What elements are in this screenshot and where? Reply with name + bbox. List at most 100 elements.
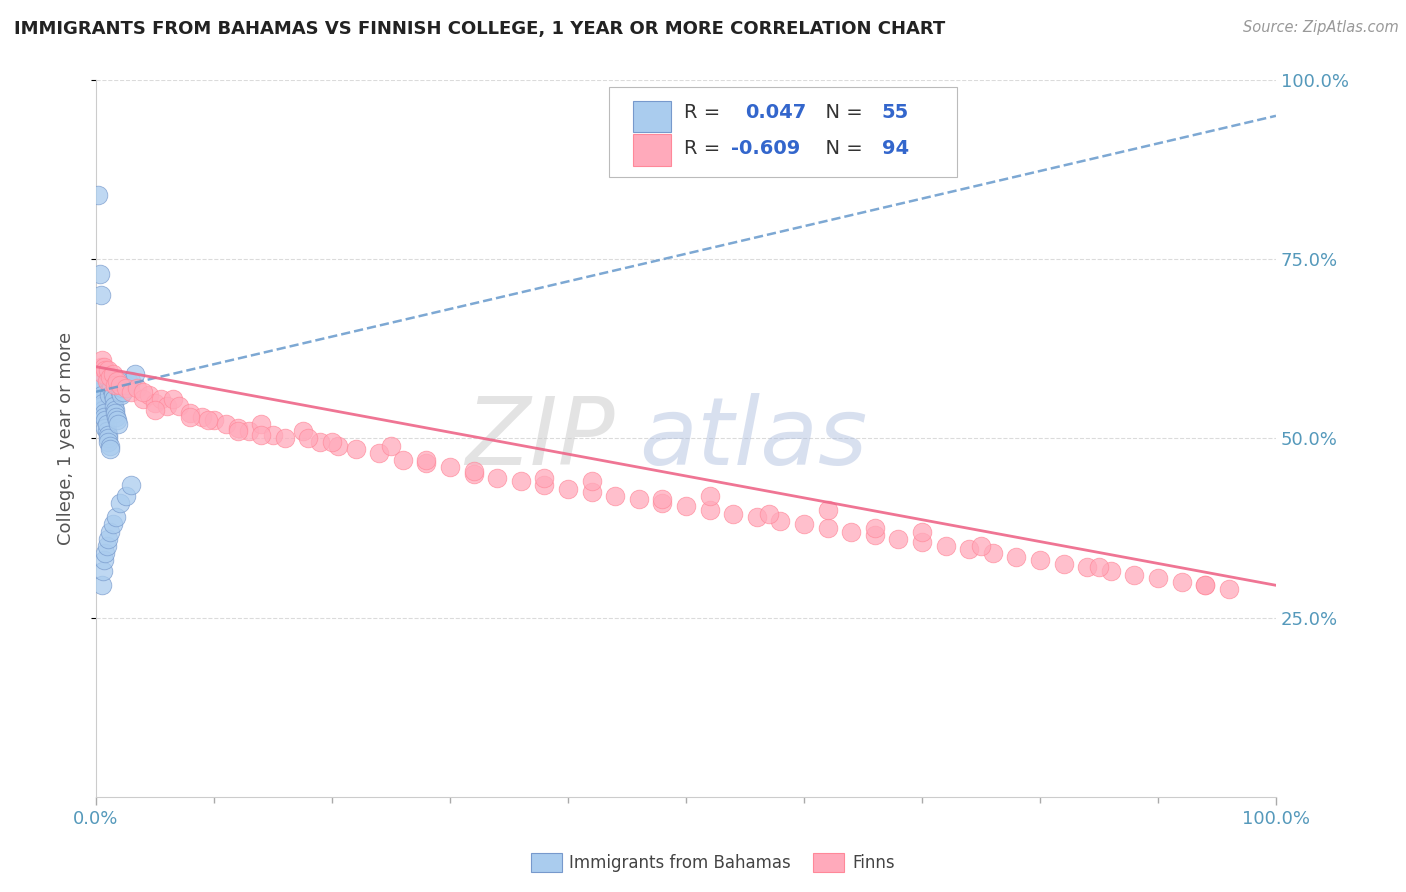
Point	[274, 431, 297, 445]
Point	[769, 514, 792, 528]
Point	[581, 475, 603, 489]
Point	[127, 381, 149, 395]
Point	[935, 539, 957, 553]
Point	[105, 413, 128, 427]
Bar	[633, 135, 671, 166]
Point	[415, 453, 437, 467]
Point	[143, 395, 166, 409]
Point	[605, 489, 627, 503]
Point	[120, 478, 142, 492]
Point	[817, 521, 839, 535]
Point	[107, 417, 129, 431]
Point	[91, 402, 114, 417]
Point	[675, 500, 697, 514]
Point	[103, 392, 125, 406]
Point	[745, 510, 768, 524]
Point	[721, 507, 744, 521]
Point	[1052, 557, 1074, 571]
Point	[1218, 582, 1240, 596]
Point	[93, 553, 115, 567]
Point	[90, 399, 112, 413]
Point	[97, 431, 120, 445]
Point	[98, 524, 121, 539]
Text: Finns: Finns	[852, 854, 894, 871]
Point	[93, 409, 115, 424]
Point	[90, 578, 112, 592]
Point	[911, 524, 934, 539]
Point	[96, 417, 118, 431]
Point	[89, 381, 111, 395]
Text: Immigrants from Bahamas: Immigrants from Bahamas	[569, 854, 792, 871]
Text: IMMIGRANTS FROM BAHAMAS VS FINNISH COLLEGE, 1 YEAR OR MORE CORRELATION CHART: IMMIGRANTS FROM BAHAMAS VS FINNISH COLLE…	[14, 20, 945, 37]
Bar	[633, 101, 671, 132]
Point	[132, 384, 155, 399]
Point	[1076, 560, 1098, 574]
Y-axis label: College, 1 year or more: College, 1 year or more	[58, 332, 75, 545]
Point	[108, 377, 131, 392]
Point	[108, 496, 131, 510]
Point	[321, 434, 343, 449]
Point	[162, 392, 184, 406]
Point	[96, 424, 118, 438]
Point	[380, 438, 402, 452]
Point	[368, 446, 391, 460]
Point	[1194, 578, 1216, 592]
Point	[557, 482, 579, 496]
Point	[143, 402, 166, 417]
Point	[1194, 578, 1216, 592]
Point	[651, 496, 673, 510]
Point	[90, 374, 112, 388]
Point	[817, 503, 839, 517]
Point	[887, 532, 910, 546]
Point	[108, 384, 131, 399]
Point	[104, 406, 127, 420]
Point	[627, 492, 650, 507]
Text: Source: ZipAtlas.com: Source: ZipAtlas.com	[1243, 20, 1399, 35]
Point	[101, 388, 124, 402]
Text: 0.047: 0.047	[745, 103, 806, 121]
Point	[124, 367, 146, 381]
Point	[90, 359, 112, 374]
Point	[215, 417, 238, 431]
Point	[98, 442, 121, 456]
Point	[138, 388, 160, 402]
Point	[105, 510, 128, 524]
Text: R =: R =	[683, 103, 733, 121]
Point	[91, 395, 114, 409]
Point	[581, 485, 603, 500]
Point	[98, 438, 121, 452]
Point	[839, 524, 862, 539]
Point	[112, 384, 135, 399]
Text: -0.609: -0.609	[731, 138, 800, 158]
Point	[463, 464, 485, 478]
Point	[970, 539, 993, 553]
Point	[156, 399, 179, 413]
Point	[439, 460, 461, 475]
Point	[179, 409, 201, 424]
Text: R =: R =	[683, 138, 725, 158]
Point	[415, 457, 437, 471]
Point	[114, 381, 136, 395]
Point	[110, 388, 132, 402]
Point	[758, 507, 780, 521]
Point	[533, 478, 555, 492]
Point	[103, 399, 125, 413]
Text: N =: N =	[814, 103, 869, 121]
Text: 55: 55	[882, 103, 910, 121]
Point	[226, 420, 249, 434]
Point	[97, 427, 120, 442]
Point	[89, 267, 111, 281]
Point	[105, 374, 128, 388]
Point	[90, 392, 112, 406]
Point	[1088, 560, 1111, 574]
Point	[238, 424, 260, 438]
Point	[957, 542, 980, 557]
Point	[326, 438, 349, 452]
Point	[97, 363, 120, 377]
Point	[250, 417, 273, 431]
Point	[262, 427, 284, 442]
Point	[87, 187, 110, 202]
Text: ZIP: ZIP	[465, 392, 616, 483]
Point	[1123, 567, 1146, 582]
Point	[94, 413, 117, 427]
